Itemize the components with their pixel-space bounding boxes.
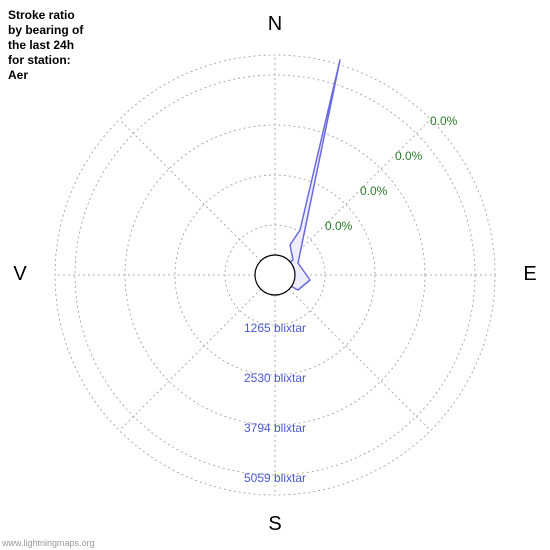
bearing-shape	[275, 60, 340, 290]
ring-label-count: 3794 blixtar	[244, 421, 306, 435]
ring-label-count: 2530 blixtar	[244, 371, 306, 385]
grid-spoke	[289, 289, 430, 430]
compass-e: E	[523, 263, 536, 285]
ring-label-ratio: 0.0%	[325, 219, 353, 233]
compass-n: N	[268, 13, 282, 35]
ring-label-count: 1265 blixtar	[244, 321, 306, 335]
grid-spoke	[119, 289, 260, 430]
center-circle	[255, 255, 295, 295]
compass-s: S	[268, 513, 281, 535]
ring-label-count: 5059 blixtar	[244, 471, 306, 485]
compass-v: V	[13, 263, 27, 285]
grid-spoke	[119, 119, 260, 260]
ring-label-ratio: 0.0%	[395, 149, 423, 163]
polar-chart: 0.0% 1265 blixtar 0.0% 2530 blixtar 0.0% 3794…	[0, 0, 550, 550]
ring-label-ratio: 0.0%	[430, 114, 458, 128]
ring-label-ratio: 0.0%	[360, 184, 388, 198]
